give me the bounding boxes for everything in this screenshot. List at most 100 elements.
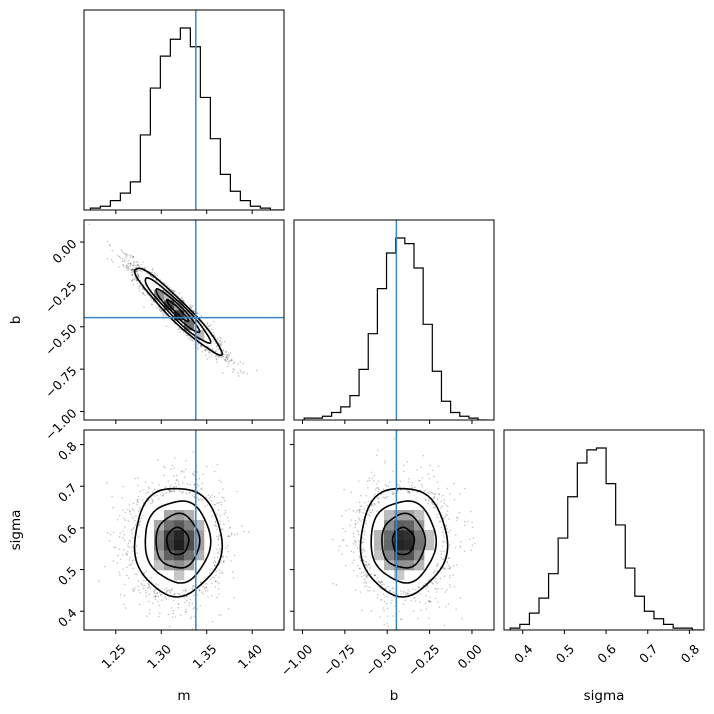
sample-point	[393, 492, 396, 494]
sample-point	[228, 354, 230, 357]
sample-point	[188, 491, 191, 494]
sample-point	[343, 488, 345, 491]
sample-point	[222, 497, 225, 499]
sample-point	[201, 351, 204, 353]
sample-point	[363, 547, 365, 550]
sample-point	[177, 483, 180, 486]
sample-point	[227, 535, 230, 537]
sample-point	[217, 348, 219, 350]
sample-point	[350, 491, 353, 494]
panel-frame	[293, 219, 495, 421]
sample-point	[189, 304, 192, 306]
sample-point	[148, 586, 150, 588]
sample-point	[135, 270, 137, 273]
sample-point	[211, 620, 214, 623]
sample-point	[439, 520, 441, 523]
sample-point	[374, 574, 377, 577]
sample-point	[227, 362, 230, 365]
sample-point	[421, 477, 424, 479]
sample-point	[443, 550, 445, 553]
sample-point	[350, 519, 353, 521]
sample-point	[442, 567, 444, 570]
histogram-m	[89, 10, 284, 210]
sample-point	[112, 506, 114, 509]
sample-point	[436, 513, 438, 516]
sample-point	[220, 343, 222, 346]
sample-point	[427, 599, 430, 602]
sample-point	[223, 559, 225, 562]
sample-point	[406, 460, 409, 463]
sample-point	[337, 549, 340, 552]
sample-point	[208, 356, 211, 359]
contour-level	[381, 512, 427, 569]
sample-point	[228, 360, 230, 363]
sample-point	[214, 350, 217, 353]
sample-point	[126, 267, 128, 270]
sample-point	[391, 491, 394, 493]
density-block	[174, 510, 185, 521]
sample-point	[184, 589, 187, 592]
x-tick-label: 1.35	[189, 641, 219, 671]
sample-point	[113, 546, 115, 549]
sample-point	[180, 297, 183, 300]
sample-point	[208, 497, 211, 499]
sample-point	[403, 470, 405, 473]
sample-point	[392, 587, 395, 590]
sample-point	[232, 371, 234, 373]
sample-point	[442, 534, 445, 536]
sample-point	[219, 551, 222, 553]
sample-point	[224, 509, 227, 512]
sample-point	[210, 594, 213, 597]
sample-point	[139, 285, 141, 288]
sample-point	[214, 561, 217, 564]
sample-point	[160, 599, 163, 601]
panel-frame	[83, 429, 285, 631]
sample-point	[135, 545, 138, 548]
sample-point	[108, 243, 111, 246]
sample-point	[129, 262, 132, 265]
sample-point	[176, 328, 179, 331]
sample-point	[362, 518, 364, 521]
sample-point	[158, 308, 161, 311]
sample-point	[106, 257, 109, 260]
sample-point	[204, 348, 206, 351]
sample-point	[137, 261, 139, 263]
sample-point	[444, 515, 447, 518]
sample-point	[227, 607, 230, 610]
sample-point	[350, 550, 353, 553]
sample-point	[196, 348, 199, 350]
sample-point	[174, 482, 177, 485]
sample-point	[428, 600, 431, 603]
sample-point	[132, 262, 135, 264]
sample-point	[369, 567, 371, 570]
sample-point	[223, 499, 226, 502]
sample-point	[126, 264, 128, 267]
density-block	[414, 560, 425, 571]
sample-point	[392, 493, 394, 495]
sample-point	[119, 594, 122, 596]
sample-point	[411, 482, 414, 484]
sample-point	[155, 583, 157, 585]
sample-point	[362, 549, 364, 552]
sample-point	[443, 541, 445, 543]
sample-point	[199, 498, 202, 500]
sample-point	[192, 607, 195, 610]
sample-point	[213, 564, 216, 567]
sample-point	[236, 490, 239, 493]
sample-point	[453, 564, 455, 567]
sample-point	[377, 496, 380, 499]
sample-point	[163, 314, 165, 316]
sample-point	[126, 574, 128, 577]
sample-point	[421, 485, 424, 488]
sample-point	[183, 596, 186, 598]
sample-point	[205, 582, 207, 585]
sample-point	[386, 595, 388, 598]
y-tick-label: 0.8	[55, 439, 80, 464]
panel-frame	[83, 9, 285, 211]
sample-point	[139, 591, 142, 594]
sample-point	[443, 536, 445, 538]
sample-point	[424, 602, 427, 605]
sample-point	[360, 494, 362, 497]
sample-point	[228, 535, 231, 538]
sample-point	[428, 477, 431, 480]
